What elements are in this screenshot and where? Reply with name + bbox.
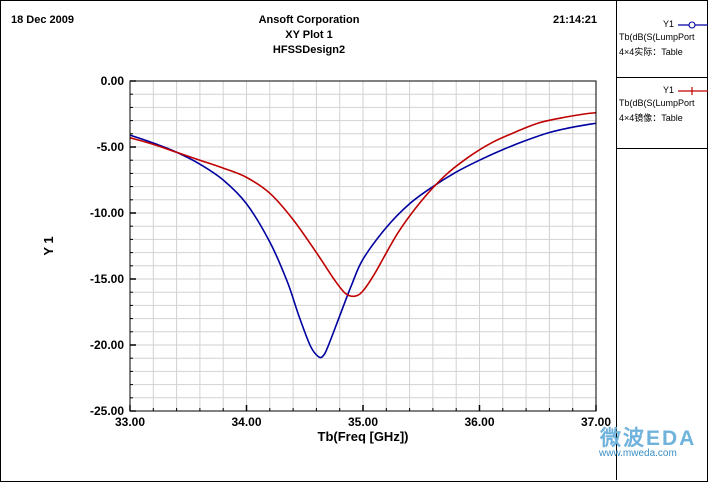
plot-time: 21:14:21	[553, 14, 598, 26]
axis-layer: 33.00 34.00 35.00 36.00 37.00 0.00 -5.00 -10.00…	[41, 74, 611, 444]
x-tick-label: 37.00	[581, 415, 611, 429]
legend-separator	[616, 148, 707, 149]
legend-2-label: Y1	[663, 85, 675, 95]
series-line-1	[129, 122, 597, 359]
legend-separator	[616, 77, 707, 78]
legend-panel	[616, 0, 708, 480]
legend-1-swatch	[678, 21, 708, 29]
company-name: Ansoft Corporation	[258, 14, 360, 26]
legend-1-label: Y1	[663, 19, 675, 29]
y-axis-label: Y 1	[41, 236, 56, 255]
y-tick-label: 0.00	[101, 74, 125, 88]
series-layer	[129, 111, 597, 359]
y-tick-label: -10.00	[90, 206, 124, 220]
y-tick-label: -15.00	[90, 272, 124, 286]
grid-lines	[129, 80, 597, 412]
watermark-logo: 微波EDA	[600, 427, 697, 450]
legend-1-sub: 4×4实际：Table	[619, 47, 683, 57]
xy-plot: 33.00 34.00 35.00 36.00 37.00 0.00 -5.00 -10.00…	[41, 74, 611, 444]
plot-title: XY Plot 1	[285, 29, 333, 41]
y-tick-label: -20.00	[90, 338, 124, 352]
x-tick-label: 33.00	[115, 415, 145, 429]
watermark-url: www.mweda.com	[599, 448, 677, 459]
x-tick-label: 36.00	[464, 415, 494, 429]
y-tick-label: -5.00	[97, 140, 125, 154]
legend-2-swatch	[678, 87, 708, 95]
x-tick-label: 35.00	[348, 415, 378, 429]
plot-date: 18 Dec 2009	[11, 14, 74, 26]
design-name: HFSSDesign2	[272, 44, 346, 56]
x-axis-label: Tb(Freq [GHz])	[318, 429, 409, 444]
y-tick-label: -25.00	[90, 404, 124, 418]
legend-1-expr: Tb(dB(S(LumpPort	[619, 32, 695, 42]
series-line-2	[129, 111, 597, 298]
legend-2-sub: 4×4镜像：Table	[619, 113, 683, 123]
circle-marker-icon	[688, 21, 696, 29]
x-tick-label: 34.00	[231, 415, 261, 429]
legend-2-expr: Tb(dB(S(LumpPort	[619, 98, 695, 108]
